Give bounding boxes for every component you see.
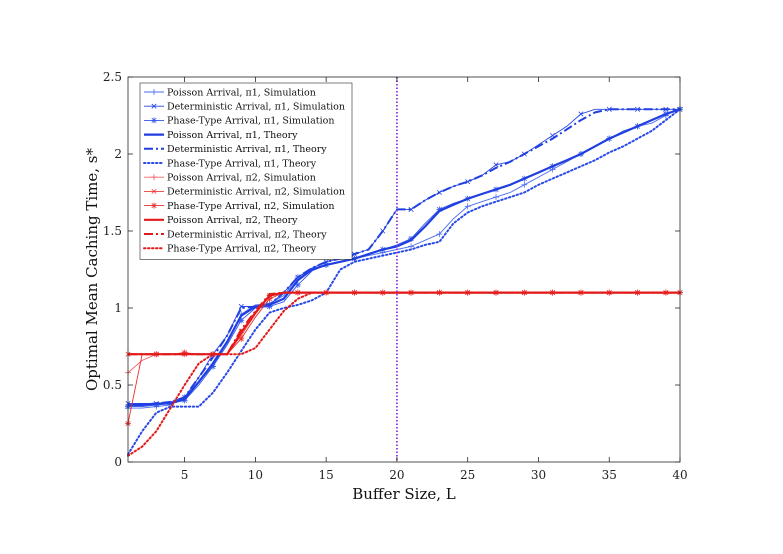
data-point-marker — [578, 111, 584, 117]
series-12 — [127, 291, 681, 457]
legend-entry: Deterministic Arrival, π1, Simulation — [144, 102, 345, 113]
x-tick-label: 10 — [248, 468, 263, 482]
series-layer — [125, 104, 683, 457]
tick-layer: 5 10 15 20 25 30 35 40 0 0.5 1 1.5 2 2.5 — [103, 70, 688, 482]
y-tick-label: 1 — [114, 301, 122, 315]
y-axis-title: Optimal Mean Caching Time, s* — [83, 147, 101, 391]
legend-label: Phase-Type Arrival, π1, Simulation — [167, 116, 334, 127]
x-tick-label: 25 — [460, 468, 475, 482]
data-point-marker — [606, 106, 612, 112]
data-point-marker — [493, 194, 499, 201]
series-line — [127, 108, 681, 456]
data-point-marker — [436, 231, 443, 238]
x-tick-label: 30 — [531, 468, 546, 482]
series-line — [128, 108, 680, 406]
data-point-marker — [521, 181, 528, 188]
legend-entry: Phase-Type Arrival, π1, Simulation — [144, 116, 334, 127]
legend-label: Poisson Arrival, π2, Simulation — [167, 173, 316, 184]
series-5 — [128, 108, 680, 406]
legend-marker — [151, 117, 157, 124]
series-line — [128, 108, 681, 407]
legend-label: Poisson Arrival, π2, Theory — [167, 215, 298, 226]
data-point-marker — [238, 303, 244, 309]
legend-entry: Poisson Arrival, π2, Simulation — [144, 173, 316, 184]
data-point-marker — [408, 206, 414, 212]
legend-label: Deterministic Arrival, π1, Theory — [167, 144, 327, 155]
legend-entry: Deterministic Arrival, π1, Theory — [144, 144, 327, 155]
legend-entry: Poisson Arrival, π2, Theory — [144, 215, 298, 226]
x-tick-label: 40 — [672, 468, 687, 482]
legend-box — [139, 82, 353, 260]
legend-label: Deterministic Arrival, π2, Theory — [167, 229, 327, 240]
legend-label: Deterministic Arrival, π1, Simulation — [167, 102, 345, 113]
legend-label: Phase-Type Arrival, π1, Theory — [167, 158, 317, 169]
y-tick-label: 1.5 — [103, 224, 122, 238]
legend-label: Deterministic Arrival, π2, Simulation — [167, 187, 345, 198]
series-line — [127, 291, 681, 457]
data-point-marker — [238, 335, 245, 342]
data-point-marker — [408, 243, 415, 250]
legend-label: Phase-Type Arrival, π2, Simulation — [167, 201, 334, 212]
x-axis-title: Buffer Size, L — [352, 485, 456, 503]
plot-frame — [127, 76, 681, 463]
data-point-marker — [464, 203, 471, 210]
legend-entry: Phase-Type Arrival, π2, Theory — [143, 244, 317, 255]
x-tick-label: 5 — [181, 468, 189, 482]
legend: Poisson Arrival, π1, Simulation Determini… — [139, 82, 353, 260]
y-tick-label: 2 — [114, 147, 122, 161]
series-6 — [127, 108, 681, 456]
legend-marker — [151, 89, 157, 95]
data-point-marker — [635, 106, 641, 112]
legend-label: Poisson Arrival, π1, Theory — [167, 130, 298, 141]
data-point-marker — [493, 162, 499, 168]
legend-marker — [151, 103, 157, 109]
legend-label: Phase-Type Arrival, π2, Theory — [167, 244, 317, 255]
series-4 — [128, 108, 681, 407]
legend-label: Poisson Arrival, π1, Simulation — [167, 87, 316, 98]
legend-entry: Deterministic Arrival, π2, Simulation — [144, 187, 345, 198]
x-tick-label: 20 — [389, 468, 404, 482]
legend-marker — [151, 202, 157, 209]
y-tick-label: 2.5 — [103, 70, 122, 84]
legend-marker — [151, 174, 157, 181]
legend-entry: Phase-Type Arrival, π1, Theory — [143, 158, 317, 169]
x-tick-label: 35 — [602, 468, 617, 482]
legend-entry: Poisson Arrival, π1, Theory — [144, 130, 298, 141]
legend-entry: Poisson Arrival, π1, Simulation — [144, 87, 316, 98]
legend-entry: Phase-Type Arrival, π2, Simulation — [144, 201, 334, 212]
x-tick-label: 15 — [319, 468, 334, 482]
legend-marker — [151, 188, 157, 194]
legend-entry: Deterministic Arrival, π2, Theory — [144, 229, 327, 240]
y-tick-label: 0.5 — [103, 378, 122, 392]
y-tick-label: 0 — [114, 455, 122, 469]
